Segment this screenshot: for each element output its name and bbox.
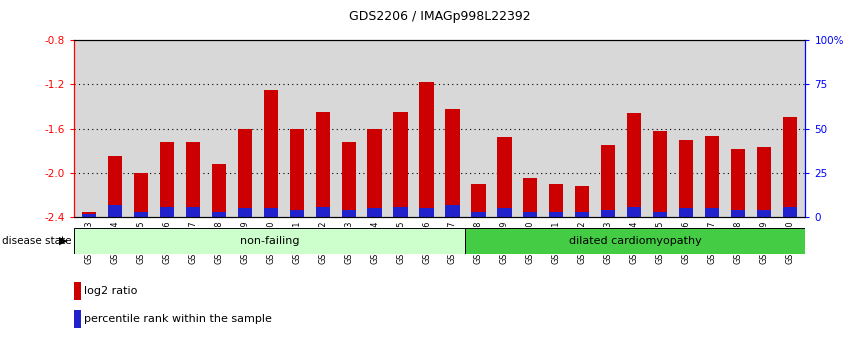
Text: non-failing: non-failing — [240, 236, 300, 246]
Bar — [263, 90, 278, 217]
Bar — [471, 212, 486, 217]
Bar — [705, 208, 719, 217]
Bar — [523, 178, 538, 217]
Bar — [82, 212, 96, 217]
Bar — [419, 208, 434, 217]
Bar — [471, 184, 486, 217]
Bar — [367, 128, 382, 217]
Bar — [289, 128, 304, 217]
Bar — [783, 207, 797, 217]
Bar — [731, 210, 745, 217]
Bar — [74, 282, 81, 300]
Bar — [212, 212, 226, 217]
Bar — [186, 207, 200, 217]
Bar — [465, 228, 805, 254]
Text: log2 ratio: log2 ratio — [85, 286, 138, 296]
Bar — [108, 205, 122, 217]
Bar — [601, 145, 616, 217]
Bar — [82, 214, 96, 217]
Bar — [731, 148, 745, 217]
Bar — [497, 208, 512, 217]
Bar — [757, 210, 771, 217]
Bar — [445, 205, 460, 217]
Bar — [341, 142, 356, 217]
Bar — [108, 156, 122, 217]
Text: ▶: ▶ — [59, 236, 68, 246]
Bar — [74, 228, 465, 254]
Bar — [783, 117, 797, 217]
Bar — [134, 212, 148, 217]
Text: GDS2206 / IMAGp998L22392: GDS2206 / IMAGp998L22392 — [349, 10, 530, 23]
Bar — [367, 208, 382, 217]
Bar — [679, 208, 693, 217]
Bar — [601, 210, 616, 217]
Bar — [627, 113, 641, 217]
Bar — [393, 207, 408, 217]
Bar — [757, 147, 771, 217]
Bar — [523, 212, 538, 217]
Bar — [238, 128, 252, 217]
Bar — [186, 142, 200, 217]
Text: disease state: disease state — [2, 236, 71, 246]
Bar — [549, 212, 564, 217]
Bar — [393, 112, 408, 217]
Text: dilated cardiomyopathy: dilated cardiomyopathy — [569, 236, 701, 246]
Bar — [160, 207, 174, 217]
Bar — [627, 207, 641, 217]
Bar — [341, 210, 356, 217]
Bar — [575, 186, 590, 217]
Bar — [74, 310, 81, 328]
Bar — [419, 82, 434, 217]
Bar — [653, 212, 667, 217]
Bar — [549, 184, 564, 217]
Bar — [679, 140, 693, 217]
Bar — [497, 137, 512, 217]
Bar — [315, 207, 330, 217]
Bar — [653, 131, 667, 217]
Bar — [212, 164, 226, 217]
Bar — [575, 212, 590, 217]
Text: percentile rank within the sample: percentile rank within the sample — [85, 314, 272, 324]
Bar — [238, 208, 252, 217]
Bar — [289, 210, 304, 217]
Bar — [315, 112, 330, 217]
Bar — [263, 208, 278, 217]
Bar — [445, 109, 460, 217]
Bar — [705, 136, 719, 217]
Bar — [160, 142, 174, 217]
Bar — [134, 173, 148, 217]
